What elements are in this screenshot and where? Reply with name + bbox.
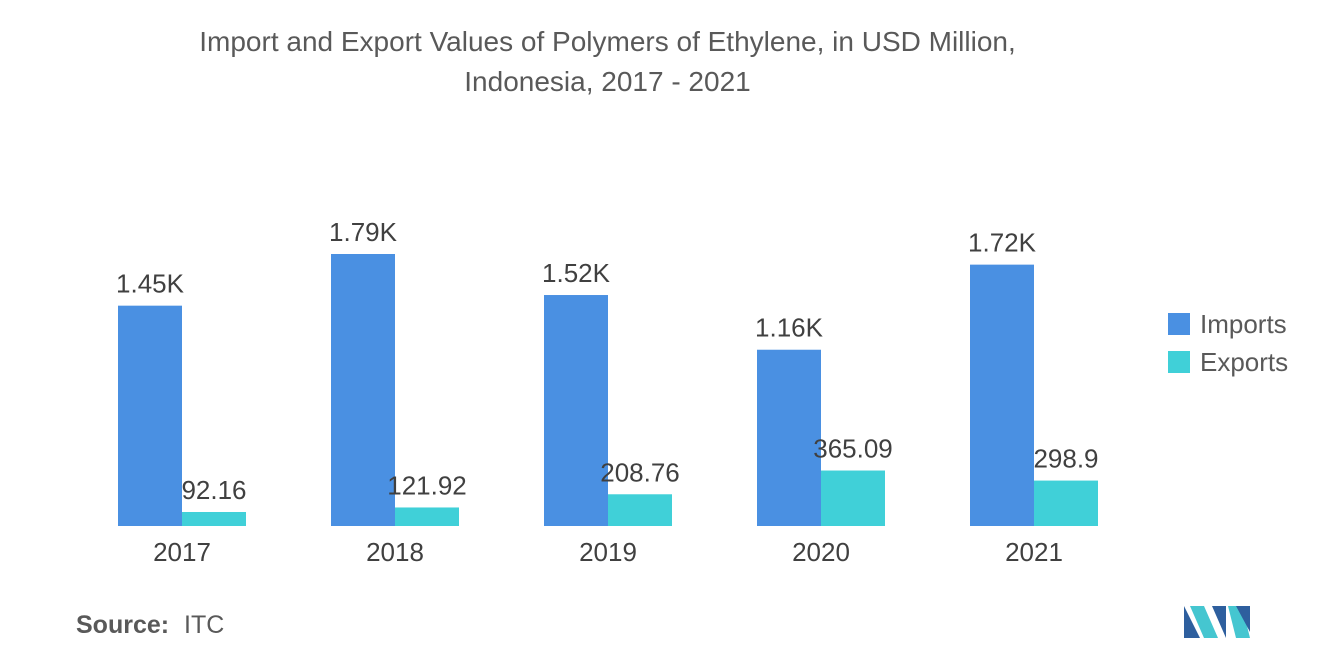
- bar-imports-2017: [118, 305, 182, 526]
- data-label-exports-2018: 121.92: [387, 470, 467, 500]
- data-label-imports-2021: 1.72K: [968, 228, 1037, 258]
- x-tick-label-2018: 2018: [366, 537, 424, 567]
- source-label: Source:: [76, 611, 170, 639]
- bar-exports-2017: [182, 511, 246, 526]
- data-label-imports-2017: 1.45K: [116, 269, 185, 299]
- source-note: Source: ITC: [76, 611, 224, 640]
- data-label-exports-2017: 92.16: [181, 475, 246, 505]
- bar-imports-2021: [970, 264, 1034, 526]
- x-tick-label-2017: 2017: [153, 537, 211, 567]
- legend-swatch-exports: [1168, 351, 1190, 373]
- x-tick-label-2019: 2019: [579, 537, 637, 567]
- bar-imports-2019: [544, 295, 608, 526]
- bar-exports-2021: [1034, 480, 1098, 526]
- x-tick-label-2021: 2021: [1005, 537, 1063, 567]
- legend-label-imports: Imports: [1200, 308, 1287, 339]
- data-label-exports-2021: 298.9: [1033, 444, 1098, 474]
- chart-title: Import and Export Values of Polymers of …: [0, 22, 1215, 102]
- bar-imports-2020: [757, 349, 821, 526]
- data-label-exports-2020: 365.09: [813, 434, 893, 464]
- data-label-exports-2019: 208.76: [600, 457, 680, 487]
- legend-swatch-imports: [1168, 313, 1190, 335]
- legend-label-exports: Exports: [1200, 346, 1289, 377]
- chart-title-line-2: Indonesia, 2017 - 2021: [464, 66, 751, 97]
- bar-exports-2020: [821, 470, 885, 526]
- legend-item-imports: Imports: [1168, 305, 1288, 343]
- legend-item-exports: Exports: [1168, 343, 1288, 381]
- source-value: ITC: [184, 611, 225, 639]
- legend: Imports Exports: [1168, 305, 1288, 381]
- bar-imports-2018: [331, 254, 395, 526]
- chart-title-line-1: Import and Export Values of Polymers of …: [199, 26, 1016, 57]
- bar-exports-2019: [608, 494, 672, 526]
- data-label-imports-2018: 1.79K: [329, 217, 398, 247]
- x-tick-label-2020: 2020: [792, 537, 850, 567]
- bar-exports-2018: [395, 507, 459, 526]
- brand-logo-icon: [1184, 606, 1250, 638]
- data-label-imports-2019: 1.52K: [542, 258, 611, 288]
- data-label-imports-2020: 1.16K: [755, 313, 824, 343]
